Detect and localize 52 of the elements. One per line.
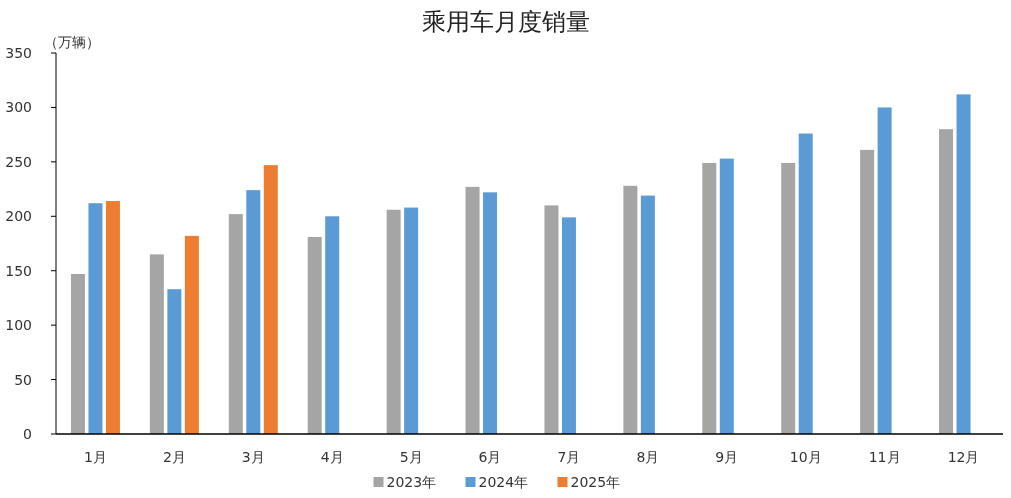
bar [640, 195, 655, 434]
bar [70, 273, 85, 434]
x-tick-label: 1月 [84, 449, 107, 465]
bar [105, 201, 120, 434]
bar [939, 129, 954, 434]
chart-title: 乘用车月度销量 [421, 8, 590, 36]
bar [167, 289, 182, 434]
bar [702, 162, 717, 434]
x-tick-label: 12月 [947, 449, 980, 465]
y-tick-label: 350 [5, 45, 32, 61]
bar [404, 207, 419, 434]
bar [88, 203, 103, 434]
bar [184, 235, 199, 434]
y-tick-label: 150 [5, 262, 32, 279]
x-tick-label: 6月 [478, 449, 502, 465]
bar [798, 133, 813, 434]
y-tick-label: 300 [5, 99, 32, 116]
x-tick-label: 9月 [715, 449, 739, 465]
x-tick-label: 11月 [868, 449, 901, 465]
y-tick-label: 200 [5, 208, 32, 225]
bar [623, 185, 638, 434]
y-tick-label: 50 [14, 371, 32, 388]
bar [956, 94, 971, 434]
x-tick-label: 8月 [636, 449, 660, 465]
bar [263, 165, 278, 434]
y-tick-label: 0 [23, 426, 32, 442]
bar [561, 217, 576, 434]
bar [483, 192, 498, 434]
legend-label: 2024年 [478, 474, 529, 490]
x-tick-label: 7月 [557, 449, 581, 465]
bar [149, 254, 164, 434]
y-tick-label: 250 [5, 153, 32, 170]
bar [325, 216, 340, 434]
bar [719, 158, 734, 434]
legend-label: 2025年 [570, 474, 621, 490]
bar [386, 209, 401, 434]
legend-label: 2023年 [386, 474, 437, 490]
x-tick-label: 4月 [320, 449, 344, 465]
bar [228, 214, 243, 434]
bar [246, 190, 261, 434]
x-tick-label: 3月 [241, 449, 265, 465]
x-tick-label: 5月 [399, 449, 423, 465]
x-tick-label: 2月 [162, 449, 186, 465]
x-tick-label: 10月 [789, 449, 822, 465]
bar [877, 107, 892, 434]
bar [307, 236, 322, 434]
bar [781, 162, 796, 434]
bar [860, 149, 875, 434]
bar [544, 205, 559, 434]
bar [465, 186, 480, 434]
y-axis-title: （万辆） [44, 34, 100, 50]
y-tick-label: 100 [5, 317, 32, 334]
